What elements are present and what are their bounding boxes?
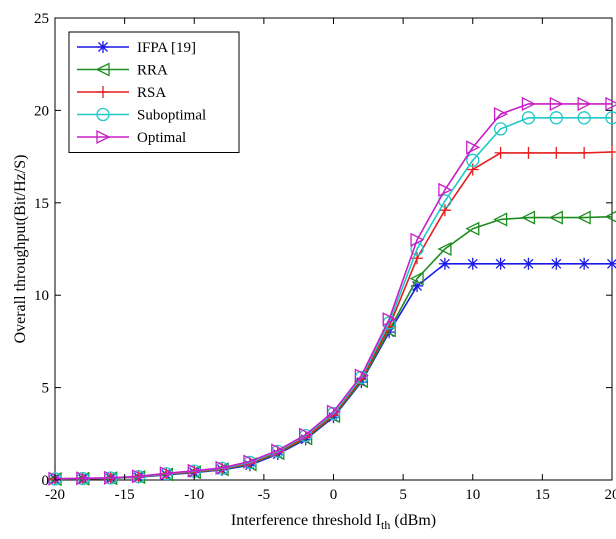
data-point	[410, 232, 425, 247]
x-tick-label: 5	[399, 487, 407, 503]
data-point	[437, 241, 452, 257]
y-tick-label: 15	[34, 196, 49, 212]
data-point	[411, 279, 424, 292]
x-tick-label: 0	[330, 487, 338, 503]
data-point	[215, 460, 230, 475]
data-point	[465, 221, 480, 236]
x-tick-label: -15	[115, 487, 135, 503]
data-point	[520, 210, 536, 225]
data-point	[466, 257, 479, 270]
data-point	[326, 404, 341, 419]
y-tick-label: 5	[42, 381, 50, 397]
data-point	[131, 469, 147, 484]
data-point	[382, 312, 397, 327]
data-point	[243, 454, 258, 469]
data-point	[76, 471, 91, 486]
data-point	[159, 466, 174, 481]
data-point	[493, 107, 509, 122]
series-line	[54, 262, 612, 480]
series-layer	[47, 96, 616, 487]
data-point	[550, 257, 563, 270]
data-point	[521, 111, 536, 125]
data-point	[605, 111, 616, 125]
y-tick-label: 25	[34, 11, 49, 27]
y-axis-label: Overall throughput(Bit/Hz/S)	[12, 155, 29, 344]
legend: IFPA [19] RRA RSA Suboptimal Optimal	[68, 31, 240, 153]
data-point	[354, 368, 369, 383]
series-group	[47, 210, 616, 487]
data-point	[548, 210, 563, 225]
data-point	[606, 145, 616, 158]
series-line	[54, 151, 613, 480]
x-tick-label: -20	[45, 487, 65, 503]
legend-marker	[96, 107, 110, 122]
legend-label: RRA	[137, 63, 168, 79]
legend-marker	[97, 41, 109, 53]
x-tick-label: 15	[535, 487, 550, 503]
data-point	[438, 182, 453, 197]
data-point	[521, 96, 536, 111]
legend-label: Optimal	[137, 130, 186, 146]
data-point	[577, 96, 592, 111]
y-tick-label: 0	[42, 473, 50, 489]
data-point	[605, 96, 616, 111]
x-axis-label-main: Interference threshold I	[231, 512, 381, 529]
data-point	[187, 463, 202, 478]
x-axis-label-unit: (dBm)	[390, 512, 436, 529]
data-point	[271, 443, 286, 458]
data-point	[438, 204, 451, 217]
data-point	[550, 146, 563, 159]
data-point	[494, 146, 507, 159]
data-point	[578, 146, 591, 159]
data-point	[522, 257, 535, 270]
x-axis-label-subscript: th	[381, 518, 390, 532]
data-point	[466, 153, 480, 167]
series-group	[49, 257, 616, 486]
legend-label: RSA	[137, 85, 166, 101]
data-point	[522, 146, 535, 159]
legend-label: IFPA [19]	[137, 40, 196, 56]
legend-entry: RRA	[77, 62, 168, 79]
data-point	[409, 271, 424, 286]
legend-entry: Suboptimal	[77, 108, 206, 124]
data-point	[438, 257, 451, 270]
series-line	[54, 215, 613, 480]
data-point	[549, 96, 564, 111]
y-tick-label: 10	[34, 288, 49, 304]
data-point	[493, 212, 508, 227]
data-point	[576, 210, 591, 225]
legend-entry: IFPA [19]	[77, 40, 196, 56]
legend-marker	[96, 129, 111, 145]
x-axis-ticks: -20 -15 -10 -5 0 5 10 15 20	[45, 18, 616, 503]
legend-marker	[97, 86, 109, 98]
data-point	[578, 257, 591, 270]
legend-marker	[95, 62, 110, 77]
data-point	[298, 427, 314, 442]
data-point	[604, 210, 616, 223]
data-point	[549, 111, 563, 125]
series-line	[54, 117, 612, 480]
x-tick-label: -5	[258, 487, 271, 503]
series-group	[48, 96, 616, 486]
series-group	[48, 111, 616, 486]
data-point	[494, 257, 507, 270]
data-point	[493, 122, 508, 136]
data-point	[466, 140, 481, 155]
data-point	[466, 163, 479, 176]
data-point	[577, 111, 591, 125]
x-tick-label: -10	[184, 487, 204, 503]
y-axis-ticks: 0 5 10 15 20 25	[34, 11, 612, 489]
x-axis-label: Interference threshold Ith (dBm)	[231, 512, 436, 532]
series-line	[54, 103, 612, 480]
x-tick-label: 10	[465, 487, 480, 503]
legend-entry: RSA	[77, 85, 166, 101]
legend-entry: Optimal	[77, 129, 186, 146]
y-tick-label: 20	[34, 103, 49, 119]
data-point	[104, 470, 119, 485]
legend-label: Suboptimal	[137, 108, 206, 124]
series-group	[49, 145, 616, 486]
x-tick-label: 20	[605, 487, 616, 503]
data-point	[606, 257, 616, 270]
